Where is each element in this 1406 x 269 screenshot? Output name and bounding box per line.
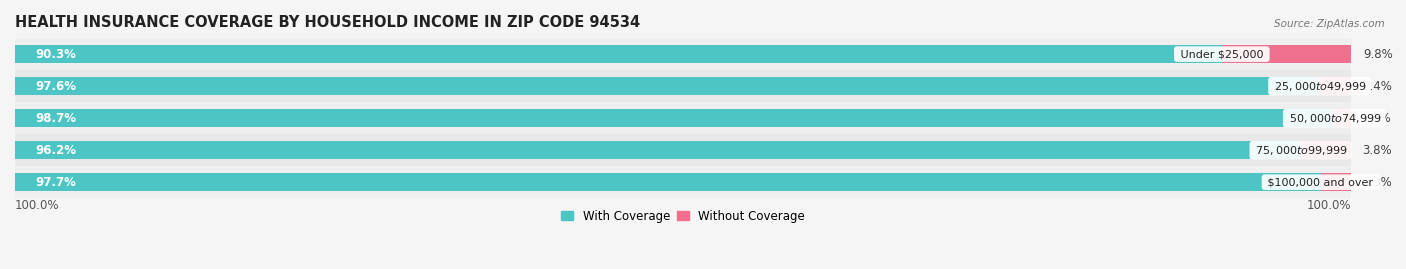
Legend: With Coverage, Without Coverage: With Coverage, Without Coverage <box>557 205 810 228</box>
Text: 2.3%: 2.3% <box>1362 176 1392 189</box>
Text: $100,000 and over: $100,000 and over <box>1264 177 1376 187</box>
Text: 98.7%: 98.7% <box>35 112 76 125</box>
Bar <box>15 70 1351 102</box>
Text: 97.6%: 97.6% <box>35 80 76 93</box>
Text: 100.0%: 100.0% <box>15 199 59 212</box>
Text: 9.8%: 9.8% <box>1364 48 1393 61</box>
Bar <box>1319 77 1351 95</box>
Text: Source: ZipAtlas.com: Source: ZipAtlas.com <box>1274 19 1385 29</box>
Text: $75,000 to $99,999: $75,000 to $99,999 <box>1253 144 1348 157</box>
Bar <box>15 45 1222 63</box>
Bar <box>1301 141 1351 160</box>
Text: $50,000 to $74,999: $50,000 to $74,999 <box>1285 112 1382 125</box>
Text: 97.7%: 97.7% <box>35 176 76 189</box>
Bar <box>15 77 1319 95</box>
Bar <box>15 141 1301 160</box>
Text: $25,000 to $49,999: $25,000 to $49,999 <box>1271 80 1368 93</box>
Text: 100.0%: 100.0% <box>1308 199 1351 212</box>
Text: 90.3%: 90.3% <box>35 48 76 61</box>
Text: HEALTH INSURANCE COVERAGE BY HOUSEHOLD INCOME IN ZIP CODE 94534: HEALTH INSURANCE COVERAGE BY HOUSEHOLD I… <box>15 15 640 30</box>
Bar <box>1320 173 1351 192</box>
Bar <box>15 173 1320 192</box>
Text: 3.8%: 3.8% <box>1362 144 1392 157</box>
Bar <box>15 166 1351 198</box>
Bar <box>15 109 1334 128</box>
Bar <box>15 38 1351 70</box>
Bar <box>1334 109 1351 128</box>
Bar <box>15 102 1351 134</box>
Text: Under $25,000: Under $25,000 <box>1177 49 1267 59</box>
Text: 1.3%: 1.3% <box>1362 112 1392 125</box>
Text: 96.2%: 96.2% <box>35 144 76 157</box>
Text: 2.4%: 2.4% <box>1362 80 1392 93</box>
Bar <box>1222 45 1353 63</box>
Bar <box>15 134 1351 166</box>
